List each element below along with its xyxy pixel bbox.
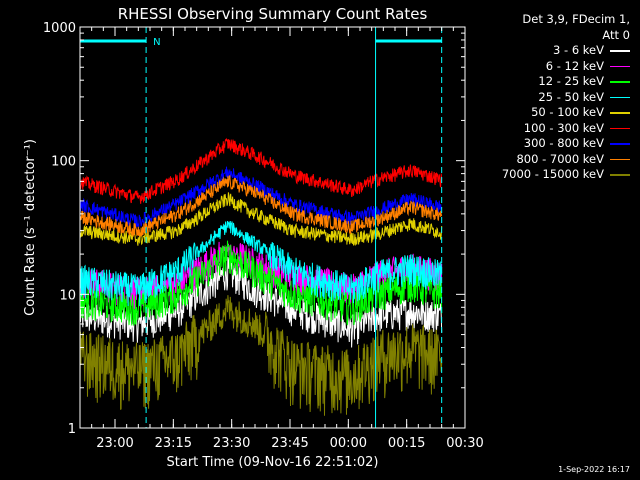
chart-title: RHESSI Observing Summary Count Rates [118,5,428,23]
y-tick-label: 10 [59,288,76,303]
x-tick-label: 00:30 [446,436,483,451]
marker-bar-label: N [153,37,160,48]
series-line-6 [79,166,443,228]
legend-swatch [610,50,630,52]
x-axis-label: Start Time (09-Nov-16 22:51:02) [167,455,379,470]
legend-swatch [610,96,630,98]
x-tick-label: 23:00 [96,436,133,451]
legend-swatch [610,174,630,176]
x-tick-label: 23:30 [213,436,250,451]
footer-timestamp: 1-Sep-2022 16:17 [558,465,630,474]
x-tick-label: 00:15 [388,436,425,451]
legend-label: 50 - 100 keV [531,105,604,119]
legend-entry-6: 300 - 800 keV [502,136,630,152]
y-axis-label: Count Rate (s⁻¹ detector⁻¹) [23,139,38,316]
legend-label: 7000 - 15000 keV [501,167,604,181]
legend-swatch [610,158,630,160]
legend-label: 3 - 6 keV [553,43,604,57]
series-line-5 [79,137,443,204]
legend-label: 25 - 50 keV [538,89,604,104]
legend-swatch [610,81,630,83]
legend-swatch [610,112,630,114]
legend: Det 3,9, FDecim 1, Att 0 3 - 6 keV 6 - 12… [502,12,630,183]
legend-header: Det 3,9, FDecim 1, Att 0 [522,12,630,42]
legend-label: 800 - 7000 keV [516,151,604,166]
legend-label: 6 - 12 keV [545,58,604,73]
legend-entry-4: 50 - 100 keV [502,105,630,121]
legend-label: 100 - 300 keV [523,120,604,135]
legend-entry-5: 100 - 300 keV [502,121,630,137]
y-tick-label: 100 [51,155,76,170]
legend-entry-8: 7000 - 15000 keV [502,167,630,183]
x-tick-label: 00:00 [330,436,367,451]
legend-swatch [610,143,630,145]
legend-entry-0: 3 - 6 keV [502,43,630,59]
series-line-8 [79,295,443,416]
series-line-3 [79,220,443,307]
y-tick-label: 1 [68,422,76,437]
series-line-7 [79,174,443,237]
plot-frame [79,26,466,429]
legend-label: 12 - 25 keV [538,74,604,88]
legend-label: 300 - 800 keV [523,136,604,150]
y-tick-label: 1000 [43,21,76,36]
x-tick-label: 23:45 [271,436,308,451]
legend-entry-1: 6 - 12 keV [502,59,630,75]
legend-entry-3: 25 - 50 keV [502,90,630,106]
legend-entry-7: 800 - 7000 keV [502,152,630,168]
legend-swatch [610,127,630,129]
legend-entries: 3 - 6 keV 6 - 12 keV 12 - 25 keV 25 - 50 ke… [502,43,630,183]
legend-swatch [610,65,630,67]
series-line-0 [79,257,443,348]
legend-entry-2: 12 - 25 keV [502,74,630,90]
x-tick-label: 23:15 [155,436,192,451]
